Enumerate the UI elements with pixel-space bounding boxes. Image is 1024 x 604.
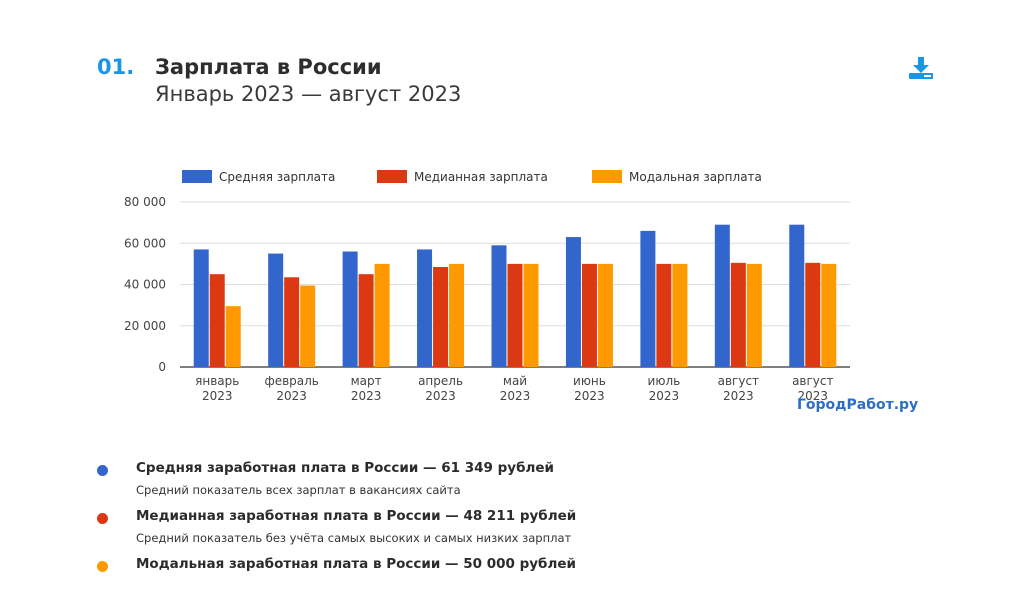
bar xyxy=(640,230,656,367)
note-dot xyxy=(97,513,108,524)
brand-logo: ГородРабот.ру xyxy=(797,397,919,413)
download-button[interactable] xyxy=(907,56,935,80)
page-title: Зарплата в России xyxy=(155,55,382,79)
bar xyxy=(374,263,390,367)
bar xyxy=(209,274,225,367)
bar xyxy=(805,262,821,367)
bar xyxy=(507,263,523,367)
x-tick-label: июль xyxy=(648,374,681,388)
y-tick-label: 40 000 xyxy=(124,278,166,292)
note-dot xyxy=(97,561,108,572)
page-subtitle: Январь 2023 — август 2023 xyxy=(155,82,462,106)
legend-label: Медианная зарплата xyxy=(414,170,548,184)
x-tick-label: январь xyxy=(195,374,239,388)
bar xyxy=(342,251,358,367)
bar xyxy=(565,237,581,367)
bar xyxy=(581,263,597,367)
x-tick-label: август xyxy=(718,374,759,388)
x-tick-label: май xyxy=(503,374,527,388)
note-item: Средняя заработная плата в России — 61 3… xyxy=(97,460,797,508)
x-tick-label: февраль xyxy=(264,374,318,388)
bar xyxy=(672,263,688,367)
legend-swatch xyxy=(182,170,212,183)
x-tick-label: август xyxy=(792,374,833,388)
download-icon xyxy=(909,57,933,79)
bar xyxy=(656,263,672,367)
note-item: Медианная заработная плата в России — 48… xyxy=(97,508,797,556)
bar xyxy=(433,266,449,367)
note-title: Модальная заработная плата в России — 50… xyxy=(136,556,576,572)
x-tick-label: март xyxy=(351,374,382,388)
note-dot xyxy=(97,465,108,476)
x-tick-label: 2023 xyxy=(500,389,531,403)
note-title: Медианная заработная плата в России — 48… xyxy=(136,508,577,524)
y-tick-label: 80 000 xyxy=(124,195,166,209)
bar xyxy=(523,263,539,367)
bar xyxy=(358,274,374,367)
y-tick-label: 0 xyxy=(158,360,166,374)
bar xyxy=(300,285,316,367)
bar xyxy=(597,263,613,367)
x-tick-label: 2023 xyxy=(276,389,307,403)
x-tick-label: 2023 xyxy=(723,389,754,403)
bar xyxy=(449,263,465,367)
bar xyxy=(225,306,241,367)
bar xyxy=(417,249,433,367)
notes-list: Средняя заработная плата в России — 61 3… xyxy=(97,460,797,604)
y-tick-label: 20 000 xyxy=(124,319,166,333)
note-item: Модальная заработная плата в России — 50… xyxy=(97,556,797,604)
x-tick-label: 2023 xyxy=(202,389,233,403)
bar xyxy=(491,245,507,367)
bar xyxy=(268,253,284,367)
bar xyxy=(746,263,762,367)
note-desc: Средний показатель без учёта самых высок… xyxy=(136,531,572,545)
bar xyxy=(821,263,837,367)
note-desc: Средний показатель всех зарплат в ваканс… xyxy=(136,483,461,497)
x-tick-label: 2023 xyxy=(798,389,829,403)
x-tick-label: 2023 xyxy=(425,389,456,403)
x-tick-label: 2023 xyxy=(351,389,382,403)
x-tick-label: апрель xyxy=(418,374,463,388)
x-tick-label: 2023 xyxy=(574,389,605,403)
x-tick-label: июнь xyxy=(573,374,606,388)
note-title: Средняя заработная плата в России — 61 3… xyxy=(136,460,555,476)
legend-label: Средняя зарплата xyxy=(219,170,335,184)
bar xyxy=(193,249,209,367)
bar xyxy=(730,262,746,367)
bar xyxy=(714,224,730,367)
legend-swatch xyxy=(592,170,622,183)
bar xyxy=(789,224,805,367)
x-tick-label: 2023 xyxy=(649,389,680,403)
bar xyxy=(284,277,300,367)
legend-swatch xyxy=(377,170,407,183)
section-number: 01. xyxy=(97,55,135,79)
y-tick-label: 60 000 xyxy=(124,236,166,250)
legend-label: Модальная зарплата xyxy=(629,170,762,184)
